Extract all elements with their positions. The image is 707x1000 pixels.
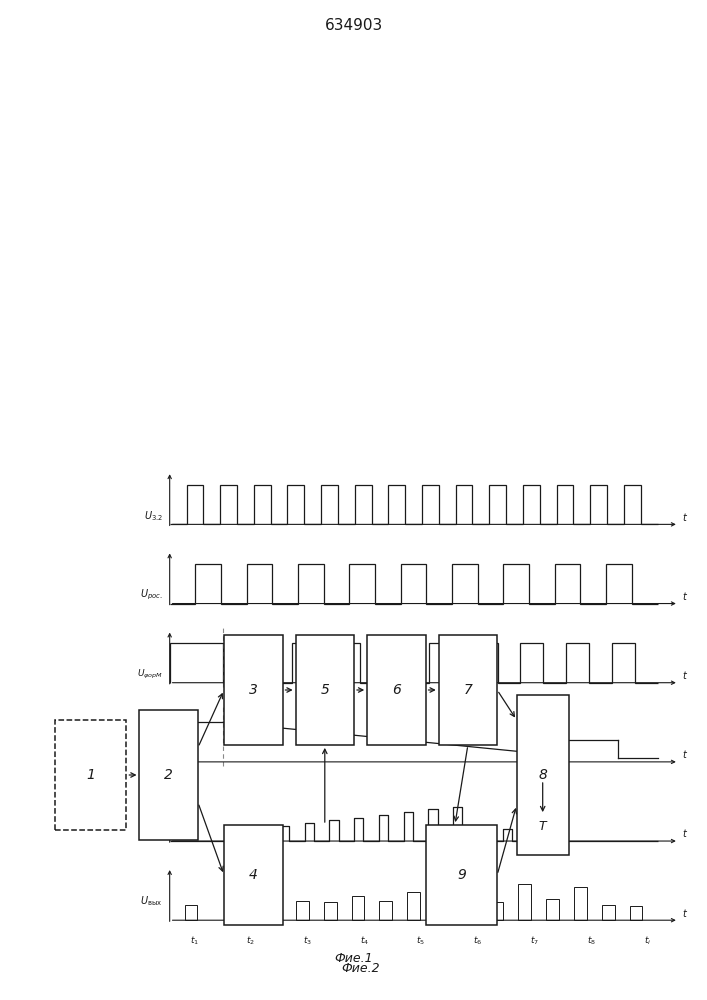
Text: $t$: $t$	[682, 827, 689, 839]
Bar	[438, 635, 497, 745]
Text: 634903: 634903	[325, 17, 382, 32]
Bar	[268, 906, 281, 920]
Text: $t$: $t$	[682, 511, 689, 523]
Bar	[517, 695, 568, 855]
Text: $U_{\varphi opM}$: $U_{\varphi opM}$	[136, 668, 163, 681]
Text: $t_5$: $t_5$	[416, 934, 426, 947]
Bar	[407, 892, 420, 920]
Text: $U_{3.2}$: $U_{3.2}$	[144, 509, 163, 523]
Bar	[463, 889, 476, 920]
Text: Фие.2: Фие.2	[341, 962, 380, 975]
Text: $U_{poc}$: $U_{poc}$	[141, 724, 163, 738]
Text: T: T	[539, 820, 547, 833]
Text: $U_{poc.}$: $U_{poc.}$	[140, 588, 163, 602]
Text: 8: 8	[538, 768, 547, 782]
Bar	[139, 710, 198, 840]
Bar	[426, 825, 497, 925]
Text: 1: 1	[86, 768, 95, 782]
Text: $t_2$: $t_2$	[246, 934, 255, 947]
Text: $t_3$: $t_3$	[303, 934, 312, 947]
Bar	[351, 896, 364, 920]
Text: 7: 7	[464, 683, 472, 697]
Bar	[602, 905, 614, 920]
Text: $t_8$: $t_8$	[587, 934, 595, 947]
Bar	[324, 902, 337, 920]
Text: 3: 3	[249, 683, 257, 697]
Bar	[240, 904, 253, 920]
Text: $t$: $t$	[682, 907, 689, 919]
Text: $t_4$: $t_4$	[360, 934, 369, 947]
Text: 6: 6	[392, 683, 401, 697]
Bar	[296, 901, 309, 920]
Text: $t$: $t$	[682, 669, 689, 681]
Text: $t_i$: $t_i$	[644, 934, 651, 947]
Text: 5: 5	[320, 683, 329, 697]
Bar	[574, 887, 587, 920]
Bar	[518, 884, 531, 920]
Bar	[630, 906, 643, 920]
Bar	[547, 899, 559, 920]
Text: $t$: $t$	[682, 748, 689, 760]
Text: $U_{\mathrm{вых}}$: $U_{\mathrm{вых}}$	[140, 895, 163, 908]
Bar	[224, 825, 283, 925]
Bar	[435, 900, 448, 920]
Bar	[55, 720, 127, 830]
Text: $t$: $t$	[682, 590, 689, 602]
Text: 4: 4	[249, 868, 257, 882]
Text: 9: 9	[457, 868, 466, 882]
Text: $t_7$: $t_7$	[530, 934, 539, 947]
Bar	[380, 901, 392, 920]
Bar	[296, 635, 354, 745]
Text: 2: 2	[164, 768, 173, 782]
Text: $t_6$: $t_6$	[473, 934, 482, 947]
Bar	[491, 902, 503, 920]
Bar	[224, 635, 283, 745]
Text: Фие.1: Фие.1	[334, 952, 373, 965]
Bar	[185, 905, 197, 920]
Bar	[367, 635, 426, 745]
Text: $t_1$: $t_1$	[189, 934, 199, 947]
Text: $U_{A.H.}$: $U_{A.H.}$	[139, 826, 163, 839]
